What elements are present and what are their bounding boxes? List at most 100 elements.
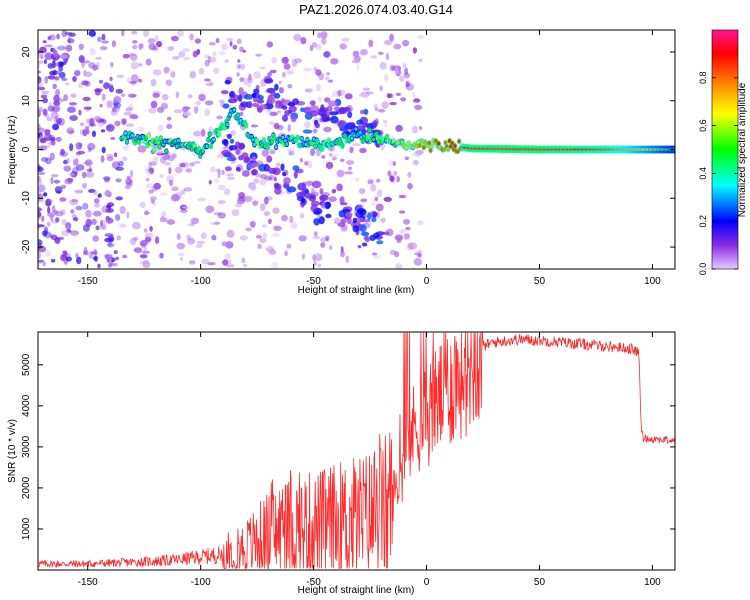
spectrogram-cell: [152, 156, 159, 163]
spectrogram-cell: [334, 106, 340, 112]
spectrogram-cell: [50, 234, 58, 240]
spectrogram-cell: [147, 38, 156, 44]
spectrogram-cell: [75, 205, 83, 211]
spectrogram-cell: [61, 184, 66, 189]
spectrogram-cell: [129, 80, 138, 84]
spectrogram-cell: [82, 96, 91, 102]
spectrogram-cell: [84, 71, 93, 78]
spectrogram-cell: [177, 30, 184, 37]
spectrogram-cell: [52, 47, 56, 54]
spectrogram-cell: [273, 225, 282, 231]
spectrogram-cell: [402, 39, 410, 47]
spectrogram-cell: [94, 116, 102, 121]
spectrogram-cell: [38, 184, 46, 193]
spectrogram-cell: [99, 46, 108, 51]
spectrogram-cell: [144, 232, 154, 238]
spectrogram-cell: [44, 75, 48, 84]
spectrogram-cell: [381, 144, 387, 149]
spectrogram-cell: [266, 41, 273, 48]
spectrogram-cell: [396, 175, 400, 183]
spectrogram-cell: [253, 88, 260, 94]
spectrogram-cell: [84, 125, 90, 131]
spectrogram-cell: [302, 129, 313, 134]
spectrogram-cell: [173, 192, 183, 200]
spectrogram-cell: [66, 127, 75, 135]
spectrogram-cell: [287, 101, 295, 107]
spectrogram-cell: [74, 189, 84, 194]
spectrogram-cell: [119, 223, 127, 228]
spectrogram-cell: [229, 41, 233, 47]
spectrogram-cell: [38, 259, 45, 263]
spectrogram-cell: [290, 115, 297, 123]
spectrogram-cell: [298, 235, 307, 242]
spectrogram-cell: [151, 185, 158, 192]
spectrogram-cell: [226, 176, 235, 180]
spectrogram-cell: [61, 30, 68, 38]
spectrogram-cell: [407, 182, 413, 190]
spectrogram-cell: [427, 141, 431, 145]
spectrogram-cell: [174, 166, 183, 174]
spectrogram-cell: [38, 178, 43, 187]
spectrogram-cell: [352, 50, 360, 57]
spectrogram-cell: [183, 56, 190, 61]
spectrogram-cell: [214, 177, 219, 184]
spectrogram-cell: [265, 246, 275, 253]
spectrogram-cell: [223, 188, 231, 196]
spectrogram-cell: [225, 253, 231, 261]
spectrogram-cell: [340, 144, 345, 148]
colorbar-tick-label: 0.4: [698, 167, 708, 180]
spectrogram-cell: [152, 148, 156, 152]
spectrogram-cell: [89, 47, 96, 56]
spectrogram-cell: [194, 38, 202, 44]
spectrogram-cell: [350, 136, 354, 141]
spectrogram-cell: [299, 212, 305, 219]
spectrogram-cell: [101, 33, 106, 41]
spectrogram-cell: [337, 120, 347, 128]
spectrogram-cell: [262, 138, 266, 142]
spectrogram-cell: [231, 209, 240, 216]
spectrogram-cell: [67, 38, 75, 44]
spectrogram-cell: [315, 149, 322, 157]
spectrogram-cell: [47, 36, 51, 41]
spectrogram-cell: [116, 235, 121, 241]
spectrogram-cell: [358, 188, 366, 194]
spectrogram-cell: [224, 166, 232, 172]
spectrogram-cell: [302, 253, 305, 260]
spectrogram-cell: [55, 115, 60, 123]
spectrogram-cell: [58, 71, 66, 79]
spectrogram-cell: [266, 146, 270, 150]
spectrogram-cell: [266, 109, 272, 113]
spectrogram-cell: [300, 197, 306, 203]
spectrogram-cell: [355, 216, 365, 223]
spectrogram-cell: [54, 210, 64, 217]
spectrogram-cell: [253, 178, 260, 184]
spectrogram-cell: [110, 137, 116, 140]
spectrogram-cell: [153, 182, 161, 190]
spectrogram-cell: [130, 169, 134, 178]
colorbar: 0.0 0.2 0.4 0.6 0.8 Normalized spectral ampl…: [698, 29, 748, 275]
spectrogram-cell: [52, 123, 60, 131]
spectrogram-cell: [145, 177, 150, 182]
spectrogram-cell: [277, 110, 282, 114]
spectrogram-cell: [383, 122, 388, 128]
spectrogram-cell: [340, 250, 345, 258]
spectrogram-cell: [330, 115, 339, 124]
spectrogram-cell: [85, 118, 93, 124]
spectrogram-cell: [113, 262, 118, 267]
spectrogram-cell: [69, 230, 79, 236]
spectrogram-cell: [443, 140, 448, 145]
spectrogram-cell: [143, 228, 148, 233]
spectrogram-cell: [352, 225, 359, 233]
spectrogram-cell: [38, 207, 43, 212]
spectrogram-cell: [222, 146, 231, 150]
x-tick-label: -50: [306, 577, 321, 588]
spectrogram-cell: [68, 172, 76, 176]
spectrogram-cell: [175, 91, 180, 99]
spectrogram-cell: [360, 109, 365, 115]
spectrogram-cell: [227, 98, 238, 104]
spectrogram-cell: [265, 165, 271, 171]
spectrogram-cell: [248, 101, 253, 109]
spectrogram-cell: [209, 144, 213, 149]
spectrogram-cell: [157, 124, 164, 132]
spectrogram-cell: [320, 37, 327, 45]
